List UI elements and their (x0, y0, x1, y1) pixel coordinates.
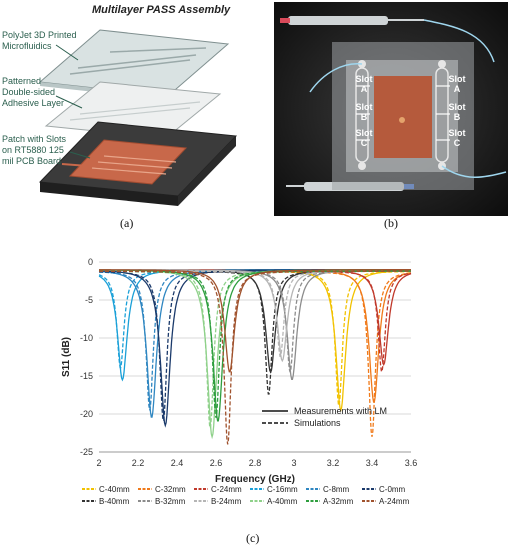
pcb-board-edge (40, 182, 178, 206)
x-tick-label-8: 3.6 (405, 458, 418, 468)
slot-label-right-a: Slot A (444, 74, 470, 94)
y-tick-label-3: -15 (80, 371, 93, 381)
label-adhesive-line2: Double-sided (2, 87, 56, 97)
label-patch-line1: Patch with Slots (2, 134, 67, 144)
slot-label-left-a: Slot A (351, 74, 377, 94)
slot-label-left-c-word: Slot (355, 128, 373, 138)
legend-label-B-40mm: B-40mm (99, 497, 130, 506)
x-tick-label-5: 3 (291, 458, 296, 468)
series-meas-C-8mm (98, 269, 411, 418)
copper-patch-photo (374, 76, 432, 158)
legend-label-A-32mm: A-32mm (323, 497, 354, 506)
legend-label-C-8mm: C-8mm (323, 485, 350, 494)
label-microfluidics-line2: Microfluidics (2, 41, 52, 51)
microfluidic-channels (69, 47, 207, 75)
caption-c: (c) (246, 531, 260, 545)
label-microfluidics-line1: PolyJet 3D Printed (2, 30, 77, 40)
legend-label-C-40mm: C-40mm (99, 485, 130, 494)
slot-label-left-c-letter: C (360, 138, 368, 148)
label-microfluidics: PolyJet 3D Printed Microfluidics (2, 30, 77, 52)
legend-label-A-40mm: A-40mm (267, 497, 298, 506)
feed-point (399, 117, 405, 123)
pcb-board-side (178, 136, 236, 206)
leader-line-patch (69, 151, 91, 159)
series-meas-A-24mm (99, 269, 411, 373)
leader-line-microfluidics (55, 44, 79, 61)
slot-label-left-b-letter: B (360, 112, 368, 122)
x-tick-label-6: 3.2 (327, 458, 340, 468)
slot-label-left-b: Slot B (351, 102, 377, 122)
slot-label-right-b: Slot B (444, 102, 470, 122)
label-patch-line2: on RT5880 125 (2, 145, 64, 155)
slot-label-right-c-word: Slot (448, 128, 466, 138)
label-patch: Patch with Slots on RT5880 125 mil PCB B… (2, 134, 66, 167)
slot-label-left-a-letter: A (360, 84, 368, 94)
caption-b: (b) (384, 216, 398, 230)
outlet-left (358, 162, 366, 170)
slot-label-right-c-letter: C (453, 138, 461, 148)
leader-line-adhesive (55, 95, 83, 109)
patch-slots (91, 155, 177, 175)
x-tick-label-2: 2.4 (171, 458, 184, 468)
slot-label-right-a-word: Slot (448, 74, 466, 84)
x-tick-label-1: 2.2 (132, 458, 145, 468)
caption-a: (a) (120, 216, 134, 230)
tube-left (309, 63, 363, 93)
series-sim-C-0mm (99, 270, 411, 422)
legend-label-B-32mm: B-32mm (155, 497, 186, 506)
label-adhesive: Patterned Double-sided Adhesive Layer (2, 76, 64, 109)
slot-arrows (356, 85, 450, 141)
y-tick-label-0: 0 (88, 257, 93, 267)
x-tick-label-3: 2.6 (210, 458, 223, 468)
legend-label-C-16mm: C-16mm (267, 485, 298, 494)
y-tick-label-5: -25 (80, 447, 93, 457)
legend-label-A-24mm: A-24mm (379, 497, 410, 506)
panel-a-assembly: Multilayer PASS Assembly PolyJet 3D Prin… (0, 0, 240, 220)
slot-label-left-c: Slot C (351, 128, 377, 148)
panel-b-photo: Slot A Slot B Slot C Slot A Slot B Slot C (274, 2, 508, 216)
tube-bottom (441, 165, 507, 178)
legend-label-C-24mm: C-24mm (211, 485, 242, 494)
syringe-top-barrel (288, 16, 388, 25)
slot-label-right-a-letter: A (453, 84, 461, 94)
slot-label-left-a-word: Slot (355, 74, 373, 84)
slot-label-right-b-word: Slot (448, 102, 466, 112)
inner-legend-label-1: Simulations (294, 418, 341, 428)
inlet-right (438, 60, 446, 68)
x-tick-label-4: 2.8 (249, 458, 262, 468)
series-meas-C-32mm (99, 269, 412, 403)
label-adhesive-line1: Patterned (2, 76, 42, 86)
legend-label-B-24mm: B-24mm (211, 497, 242, 506)
legend-label-C-32mm: C-32mm (155, 485, 186, 494)
x-tick-label-0: 2 (96, 458, 101, 468)
assembly-illustration (38, 29, 238, 206)
y-tick-label-1: -5 (85, 295, 93, 305)
adhesive-pattern (69, 101, 201, 121)
series-meas-C-16mm (98, 268, 411, 382)
inner-legend-label-0: Measurements with LM (294, 406, 387, 416)
s11-chart: 0 -5 -10 -15 -20 -252 2.2 2.4 2.6 2.8 3 3.2 3.4 3.6 Fr… (61, 257, 418, 506)
tube-top (423, 19, 495, 63)
y-tick-label-2: -10 (80, 333, 93, 343)
label-adhesive-line3: Adhesive Layer (2, 98, 65, 108)
legend-label-C-0mm: C-0mm (379, 485, 406, 494)
slot-label-right-c: Slot C (444, 128, 470, 148)
fabricated-prototype-photo (274, 2, 508, 216)
y-axis-label: S11 (dB) (61, 337, 72, 377)
feed-line (61, 163, 115, 169)
series-meas-B-32mm (99, 269, 411, 380)
y-tick-label-4: -20 (80, 409, 93, 419)
syringe-top-plunger (280, 18, 290, 23)
x-axis-label: Frequency (GHz) (215, 474, 295, 485)
panel-a-title: Multilayer PASS Assembly (92, 4, 231, 16)
label-patch-line3: mil PCB Board (2, 156, 62, 166)
x-tick-label-7: 3.4 (366, 458, 379, 468)
slot-label-left-b-word: Slot (355, 102, 373, 112)
slot-label-right-b-letter: B (453, 112, 461, 122)
